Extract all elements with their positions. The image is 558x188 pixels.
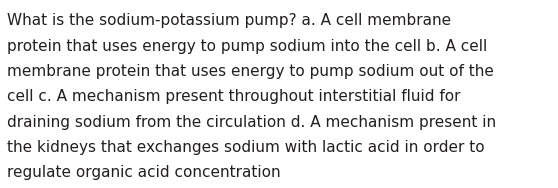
Text: What is the sodium-potassium pump? a. A cell membrane: What is the sodium-potassium pump? a. A … xyxy=(7,13,451,28)
Text: protein that uses energy to pump sodium into the cell b. A cell: protein that uses energy to pump sodium … xyxy=(7,39,488,54)
Text: membrane protein that uses energy to pump sodium out of the: membrane protein that uses energy to pum… xyxy=(7,64,494,79)
Text: the kidneys that exchanges sodium with lactic acid in order to: the kidneys that exchanges sodium with l… xyxy=(7,140,485,155)
Text: draining sodium from the circulation d. A mechanism present in: draining sodium from the circulation d. … xyxy=(7,115,497,130)
Text: regulate organic acid concentration: regulate organic acid concentration xyxy=(7,165,281,180)
Text: cell c. A mechanism present throughout interstitial fluid for: cell c. A mechanism present throughout i… xyxy=(7,89,461,104)
